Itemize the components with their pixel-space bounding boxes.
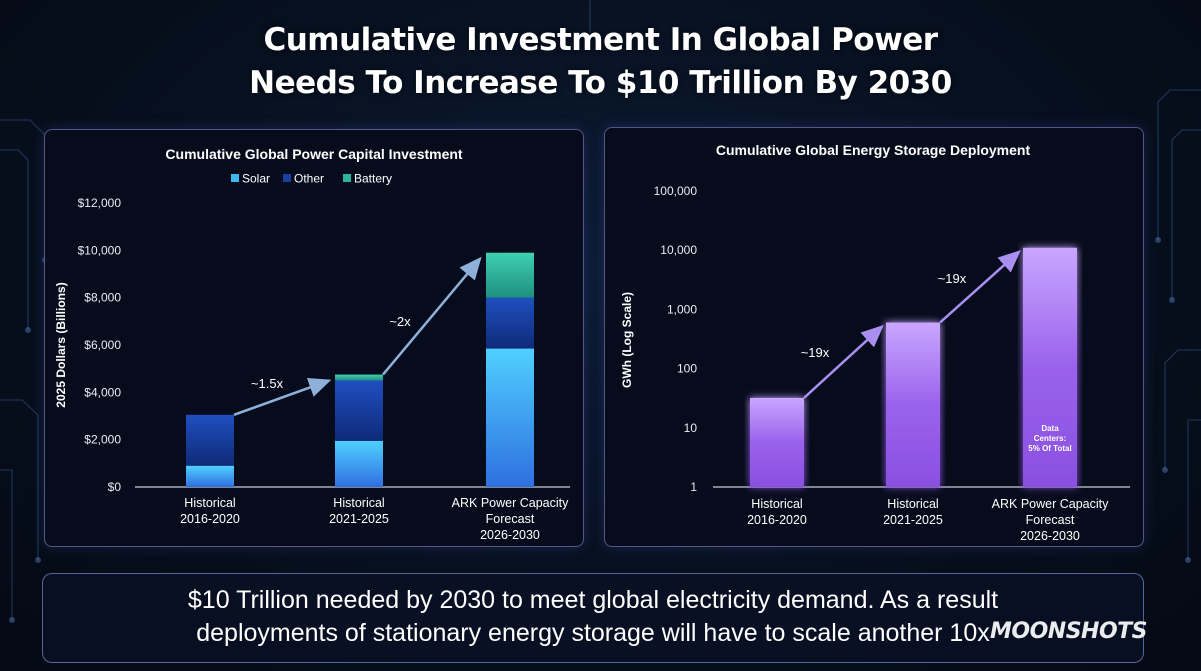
bar-note-data-centers: Centers: — [1034, 434, 1066, 443]
page-title-line-2: Needs To Increase To $10 Trillion By 203… — [249, 65, 952, 101]
x-tick-label: 2016-2020 — [180, 512, 240, 526]
page-title-line-1: Cumulative Investment In Global Power — [263, 22, 938, 58]
x-tick-label: Historical — [751, 497, 802, 511]
legend-label-other: Other — [294, 172, 324, 186]
caption-box: $10 Trillion needed by 2030 to meet glob… — [42, 573, 1144, 663]
storage-chart-panel: Cumulative Global Energy Storage Deploym… — [604, 127, 1144, 547]
y-axis-label: GWh (Log Scale) — [620, 292, 634, 388]
growth-label-2: ~19x — [938, 271, 967, 286]
x-tick-label: ARK Power Capacity — [992, 497, 1109, 511]
bar-solar-3 — [486, 348, 534, 487]
y-tick-label: 10,000 — [660, 243, 697, 257]
bar-solar-1 — [186, 465, 234, 487]
x-tick-label: Forecast — [1026, 513, 1075, 527]
x-tick-label: ARK Power Capacity — [452, 496, 569, 510]
legend-label-battery: Battery — [354, 172, 392, 186]
x-tick-label: 2026-2030 — [1020, 529, 1080, 543]
growth-label-1: ~19x — [801, 345, 830, 360]
chart-title: Cumulative Global Energy Storage Deploym… — [716, 142, 1031, 158]
caption-line-1: $10 Trillion needed by 2030 to meet glob… — [187, 586, 999, 614]
bar-solar-2 — [335, 440, 383, 487]
x-tick-label: Historical — [333, 496, 384, 510]
y-tick-label: 10 — [684, 421, 698, 435]
caption-line-2: deployments of stationary energy storage… — [196, 619, 990, 647]
growth-arrow-2 — [382, 256, 482, 376]
bar-storage-2 — [886, 322, 940, 487]
y-tick-label: $0 — [108, 480, 122, 494]
x-tick-label: Historical — [184, 496, 235, 510]
growth-label-2: ~2x — [389, 314, 411, 329]
y-tick-label: $2,000 — [84, 433, 121, 447]
bar-other-2 — [335, 380, 383, 441]
investment-chart-panel: Cumulative Global Power Capital Investme… — [44, 129, 584, 547]
y-tick-label: 100,000 — [654, 184, 698, 198]
legend-swatch-battery — [343, 174, 351, 182]
y-tick-label: $12,000 — [78, 196, 122, 210]
bar-note-data-centers: 5% Of Total — [1028, 444, 1071, 453]
bar-storage-3 — [1023, 247, 1077, 487]
y-tick-label: 1 — [690, 480, 697, 494]
y-tick-label: $4,000 — [84, 385, 121, 399]
y-tick-label: 1,000 — [667, 302, 697, 316]
y-tick-label: $6,000 — [84, 338, 121, 352]
x-tick-label: Historical — [887, 497, 938, 511]
y-tick-label: 100 — [677, 362, 697, 376]
legend-label-solar: Solar — [242, 172, 270, 186]
x-tick-label: 2026-2030 — [480, 528, 540, 542]
legend-swatch-other — [283, 174, 291, 182]
legend-swatch-solar — [231, 174, 239, 182]
x-tick-label: 2016-2020 — [747, 513, 807, 527]
investment-chart: Cumulative Global Power Capital Investme… — [54, 146, 570, 542]
growth-arrow-1 — [803, 324, 884, 399]
y-tick-label: $10,000 — [78, 243, 122, 257]
bar-other-3 — [486, 297, 534, 349]
bar-note-data-centers: Data — [1041, 424, 1059, 433]
growth-arrow-1 — [233, 377, 332, 416]
growth-arrow-2 — [939, 250, 1021, 324]
bar-storage-1 — [750, 397, 804, 487]
x-tick-label: Forecast — [486, 512, 535, 526]
growth-label-1: ~1.5x — [251, 376, 284, 391]
y-tick-label: $8,000 — [84, 291, 121, 305]
watermark-logo: MOONSHOTS — [990, 619, 1148, 644]
storage-chart: Cumulative Global Energy Storage Deploym… — [620, 142, 1130, 543]
bar-battery-2 — [335, 374, 383, 381]
y-axis-label: 2025 Dollars (Billions) — [54, 282, 68, 407]
x-tick-label: 2021-2025 — [329, 512, 389, 526]
chart-title: Cumulative Global Power Capital Investme… — [165, 146, 463, 162]
x-tick-label: 2021-2025 — [883, 513, 943, 527]
bar-other-1 — [186, 414, 234, 466]
bar-battery-3 — [486, 252, 534, 298]
